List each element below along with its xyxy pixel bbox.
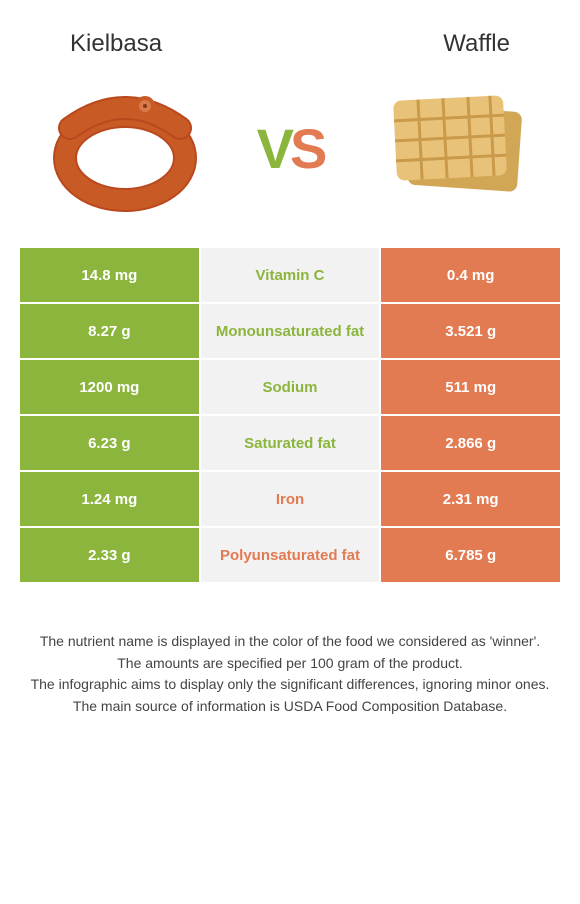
table-row: 8.27 gMonounsaturated fat3.521 g (20, 304, 560, 358)
table-row: 6.23 gSaturated fat2.866 g (20, 416, 560, 470)
right-food-title: Waffle (443, 30, 510, 58)
table-row: 2.33 gPolyunsaturated fat6.785 g (20, 528, 560, 582)
right-value-cell: 2.866 g (381, 416, 560, 470)
right-value-cell: 2.31 mg (381, 472, 560, 526)
note-line-2: The amounts are specified per 100 gram o… (20, 654, 560, 674)
comparison-table: 14.8 mgVitamin C0.4 mg8.27 gMonounsatura… (20, 248, 560, 582)
nutrient-label-cell: Vitamin C (201, 248, 380, 302)
table-row: 14.8 mgVitamin C0.4 mg (20, 248, 560, 302)
left-value-cell: 1.24 mg (20, 472, 199, 526)
nutrient-label-cell: Polyunsaturated fat (201, 528, 380, 582)
right-value-cell: 3.521 g (381, 304, 560, 358)
right-value-cell: 511 mg (381, 360, 560, 414)
table-row: 1200 mgSodium511 mg (20, 360, 560, 414)
left-value-cell: 14.8 mg (20, 248, 199, 302)
left-value-cell: 1200 mg (20, 360, 199, 414)
nutrient-label-cell: Monounsaturated fat (201, 304, 380, 358)
right-value-cell: 0.4 mg (381, 248, 560, 302)
vs-s: S (290, 116, 323, 181)
right-value-cell: 6.785 g (381, 528, 560, 582)
nutrient-label-cell: Sodium (201, 360, 380, 414)
waffle-image (370, 78, 540, 218)
left-value-cell: 6.23 g (20, 416, 199, 470)
note-line-1: The nutrient name is displayed in the co… (20, 632, 560, 652)
left-value-cell: 2.33 g (20, 528, 199, 582)
footer-notes: The nutrient name is displayed in the co… (20, 632, 560, 716)
table-row: 1.24 mgIron2.31 mg (20, 472, 560, 526)
left-food-title: Kielbasa (70, 30, 162, 58)
vs-label: VS (257, 116, 324, 181)
images-row: VS (0, 68, 580, 238)
header: Kielbasa Waffle (0, 0, 580, 68)
vs-v: V (257, 116, 290, 181)
left-value-cell: 8.27 g (20, 304, 199, 358)
kielbasa-image (40, 78, 210, 218)
note-line-4: The main source of information is USDA F… (20, 697, 560, 717)
nutrient-label-cell: Saturated fat (201, 416, 380, 470)
note-line-3: The infographic aims to display only the… (20, 675, 560, 695)
nutrient-label-cell: Iron (201, 472, 380, 526)
